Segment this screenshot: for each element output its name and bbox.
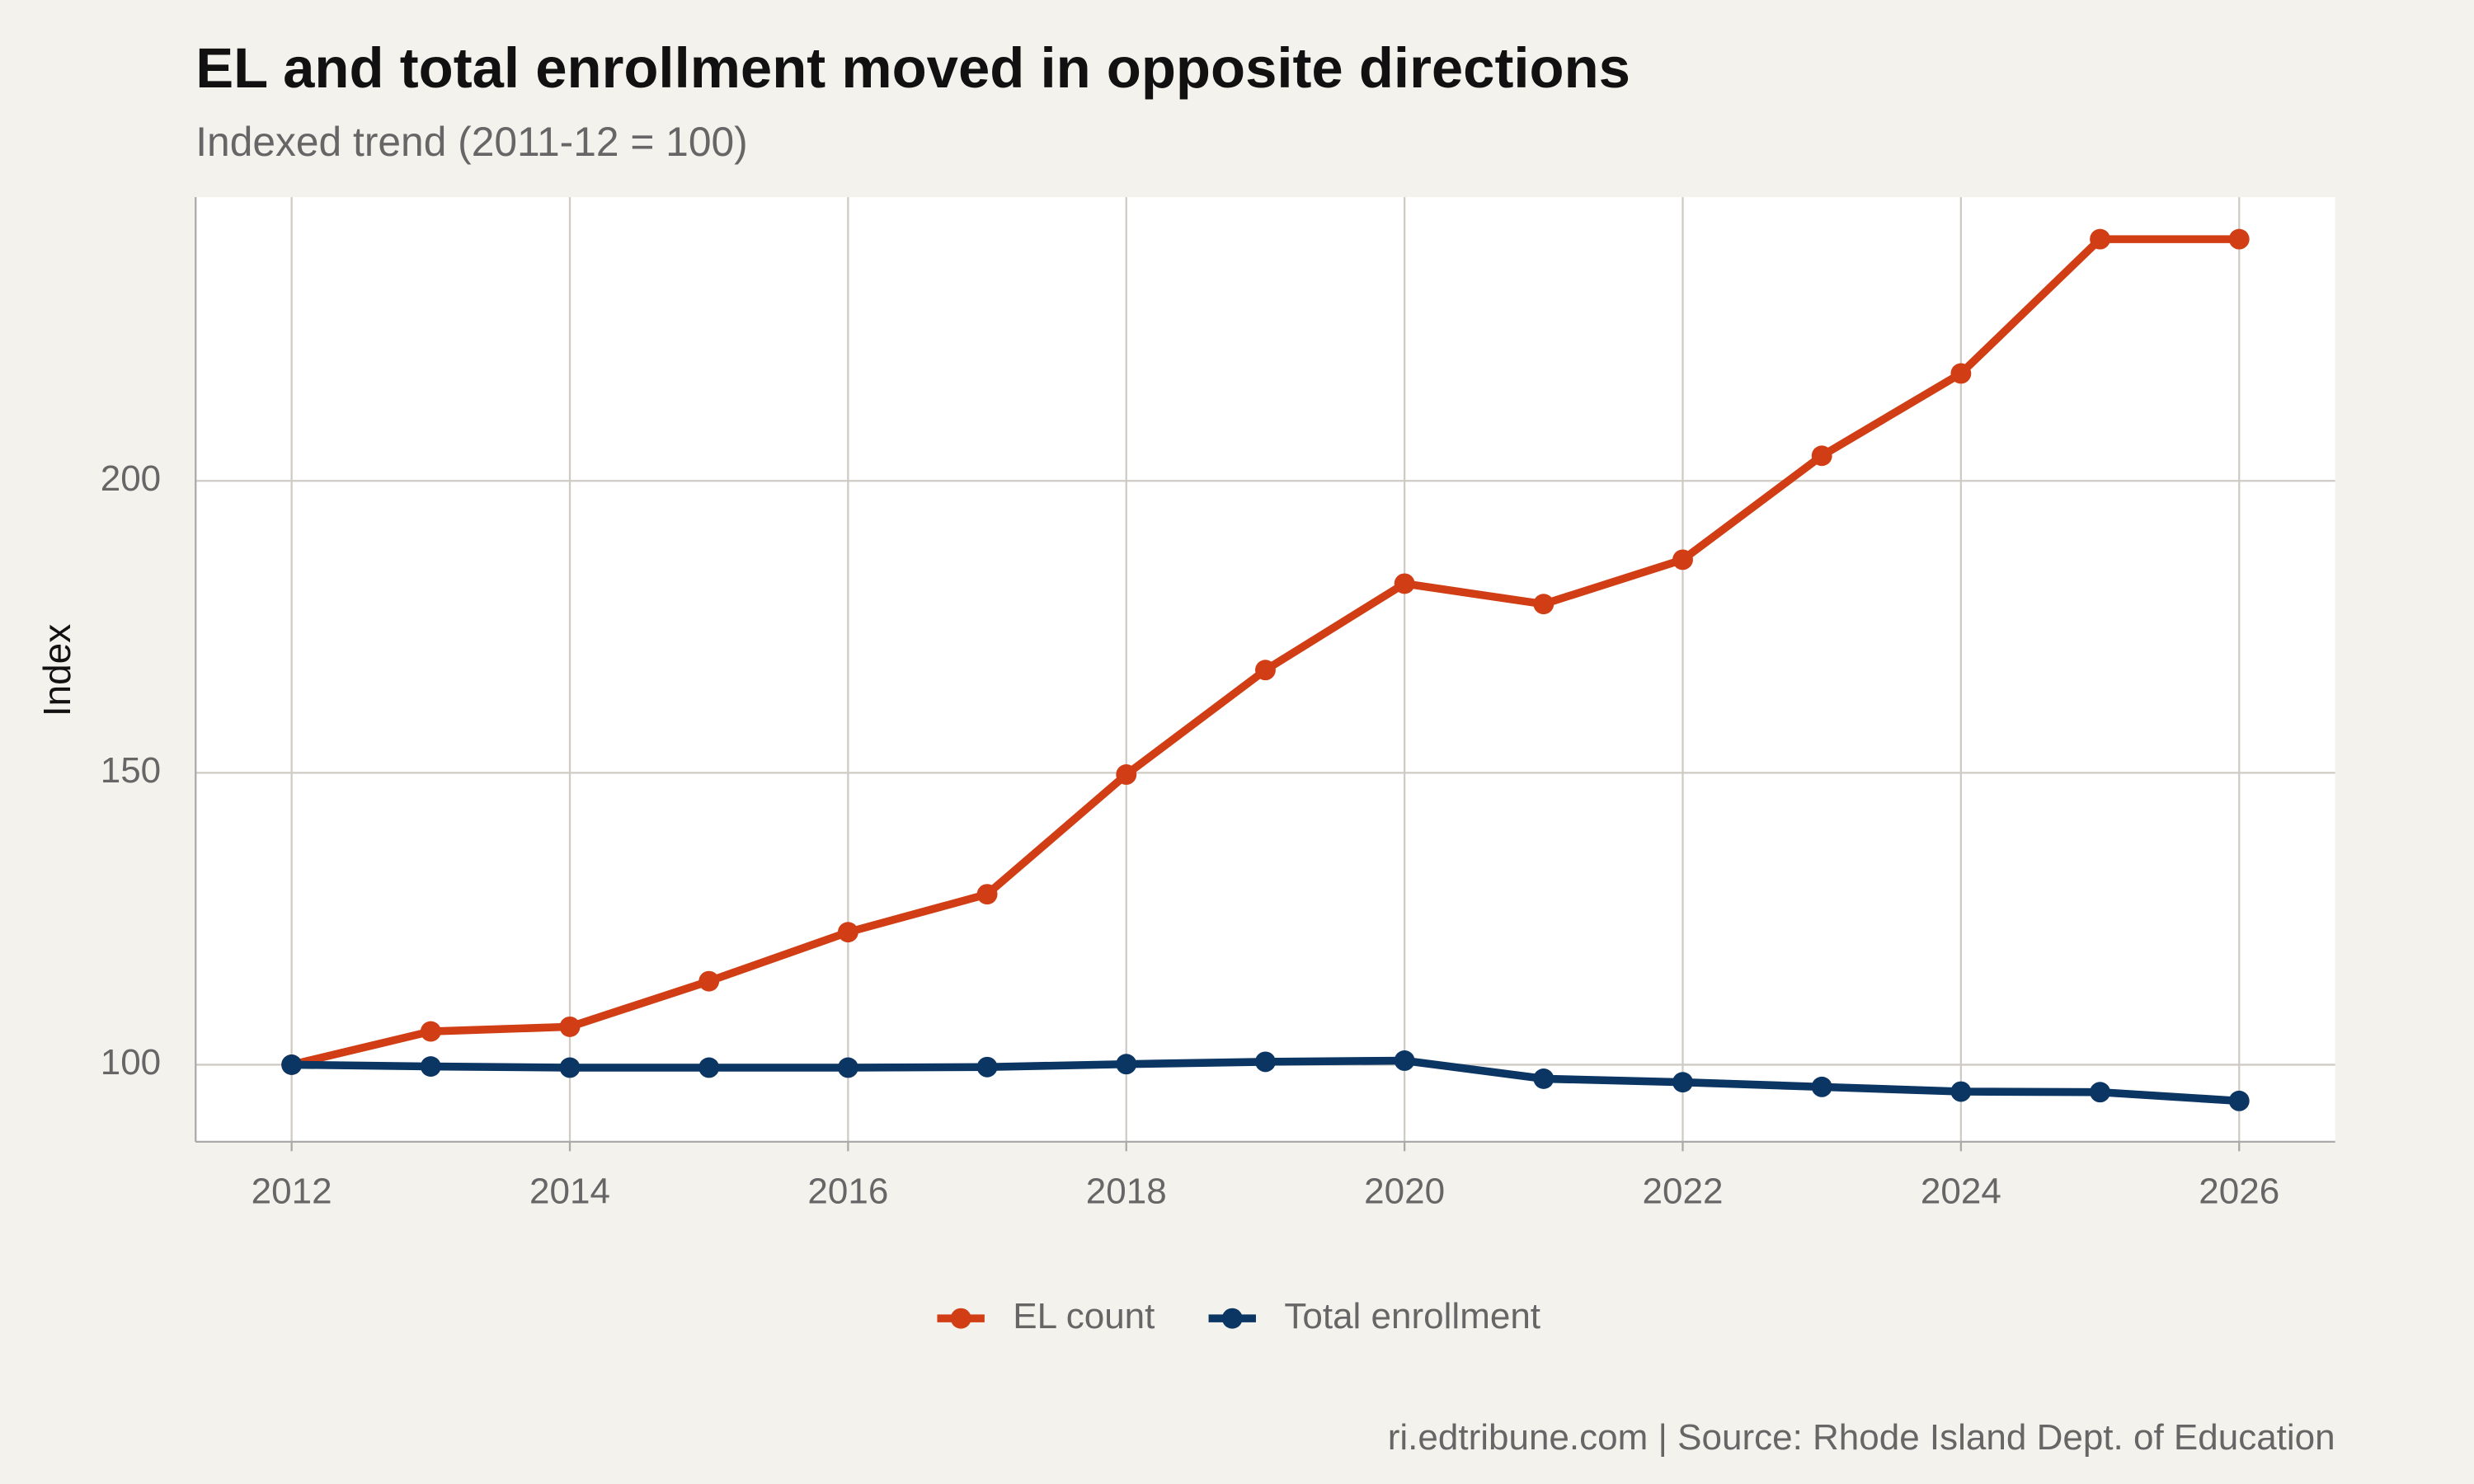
- x-tick-label: 2018: [1086, 1172, 1167, 1212]
- data-point: [1116, 1054, 1137, 1075]
- data-point: [1811, 1076, 1832, 1097]
- x-tick-label: 2016: [807, 1172, 888, 1212]
- data-point: [420, 1056, 441, 1077]
- data-point: [1672, 1072, 1693, 1093]
- data-point: [2090, 228, 2110, 250]
- x-tick-label: 2024: [1921, 1172, 2001, 1212]
- data-point: [2228, 228, 2250, 250]
- data-point: [698, 1057, 720, 1078]
- y-tick-label: 100: [101, 1042, 161, 1082]
- data-point: [1672, 549, 1693, 571]
- x-tick-label: 2022: [1643, 1172, 1724, 1212]
- legend-label: EL count: [1013, 1296, 1155, 1336]
- data-point: [1533, 1068, 1554, 1089]
- data-point: [837, 922, 858, 943]
- legend-marker: [950, 1308, 971, 1329]
- x-tick-label: 2012: [252, 1172, 332, 1212]
- data-point: [1950, 1081, 1972, 1102]
- data-point: [1255, 660, 1276, 681]
- chart-title: EL and total enrollment moved in opposit…: [195, 36, 1630, 100]
- y-axis-label: Index: [35, 624, 78, 716]
- data-point: [559, 1016, 581, 1037]
- y-tick-label: 150: [101, 750, 161, 791]
- chart-subtitle: Indexed trend (2011-12 = 100): [195, 119, 747, 165]
- data-point: [1533, 594, 1554, 615]
- legend-marker: [1221, 1308, 1243, 1329]
- data-point: [1950, 363, 1972, 384]
- data-point: [1394, 573, 1415, 594]
- y-tick-label: 200: [101, 458, 161, 499]
- x-tick-label: 2014: [529, 1172, 610, 1212]
- data-point: [2090, 1082, 2110, 1103]
- data-point: [1116, 764, 1137, 785]
- data-point: [1394, 1050, 1415, 1071]
- x-tick-label: 2020: [1364, 1172, 1445, 1212]
- data-point: [1255, 1051, 1276, 1073]
- data-point: [698, 970, 720, 992]
- data-point: [976, 884, 998, 905]
- data-point: [281, 1054, 303, 1075]
- data-point: [1811, 445, 1832, 467]
- data-point: [559, 1057, 581, 1078]
- legend-label: Total enrollment: [1284, 1296, 1540, 1336]
- data-point: [976, 1056, 998, 1078]
- caption: ri.edtribune.com | Source: Rhode Island …: [1388, 1417, 2335, 1458]
- x-tick-label: 2026: [2199, 1172, 2279, 1212]
- data-point: [837, 1057, 858, 1078]
- data-point: [420, 1021, 441, 1042]
- data-point: [2228, 1090, 2250, 1111]
